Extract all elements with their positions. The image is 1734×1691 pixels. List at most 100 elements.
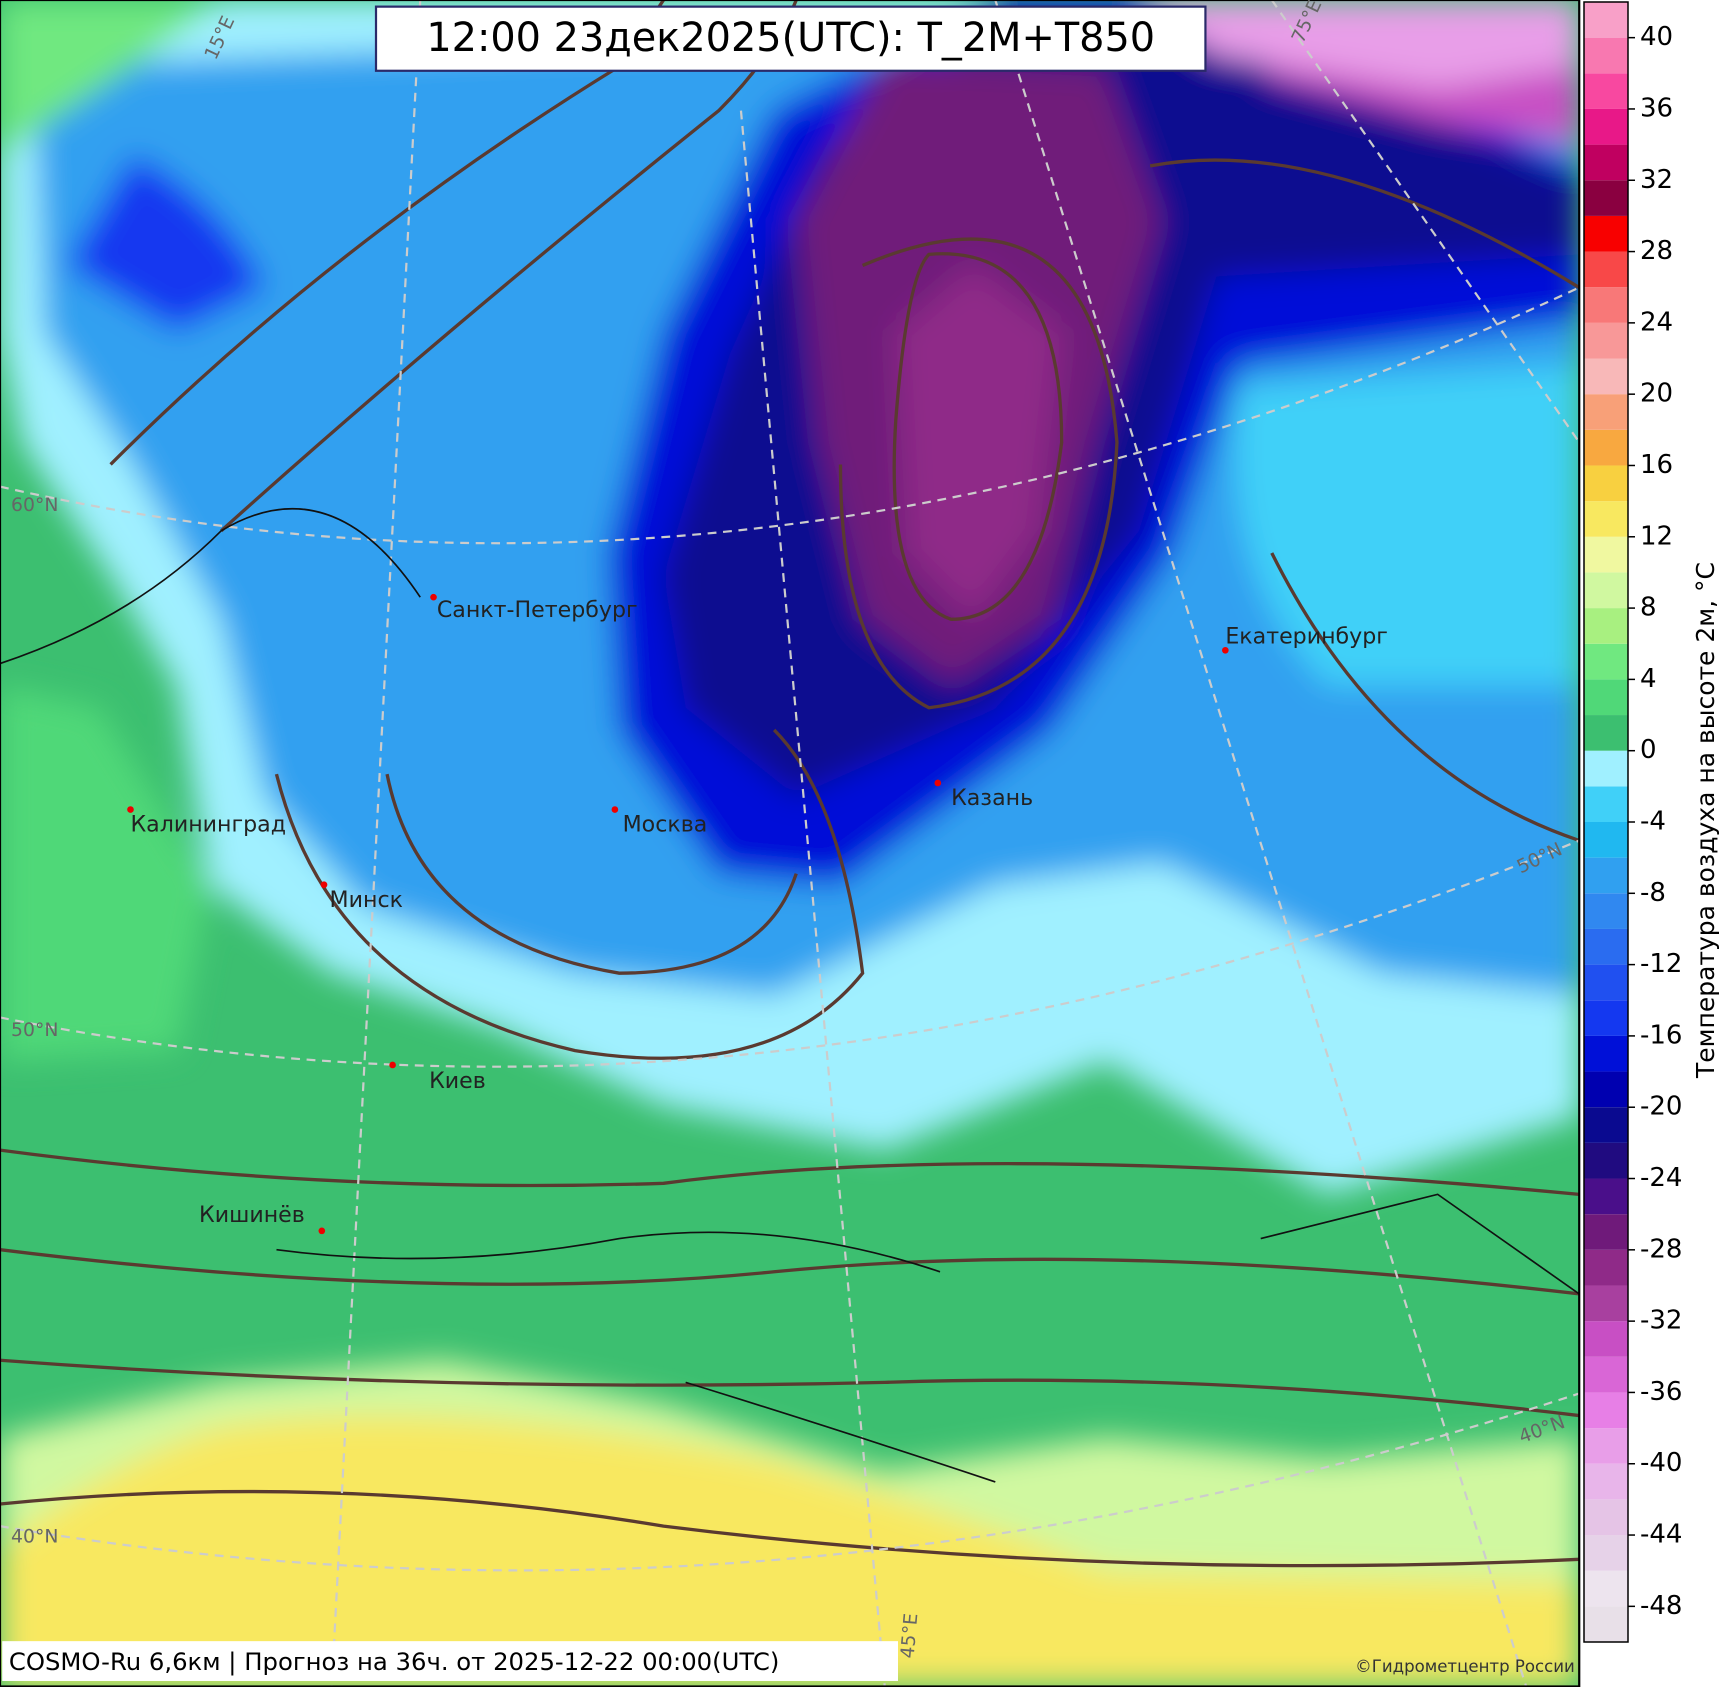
colorbar-bin: [1584, 108, 1628, 145]
colorbar-tick-label: -28: [1640, 1234, 1682, 1264]
colorbar-bin: [1584, 1321, 1628, 1357]
city-dot: [611, 806, 619, 813]
city-label: Калининград: [130, 812, 286, 838]
colorbar-bin: [1584, 1107, 1628, 1143]
colorbar-tick-label: 0: [1640, 735, 1657, 765]
colorbar-tick-label: 4: [1640, 664, 1657, 694]
graticule-label: 50°N: [11, 1020, 58, 1041]
colorbar-tick-label: -20: [1640, 1092, 1682, 1122]
colorbar-tick-label: -48: [1640, 1591, 1682, 1621]
colorbar-bin: [1584, 750, 1628, 787]
colorbar-bin: [1584, 1071, 1628, 1108]
colorbar-bin: [1584, 1249, 1628, 1286]
colorbar-bin: [1584, 964, 1628, 1001]
colorbar-bin: [1584, 1178, 1628, 1215]
colorbar-bin: [1584, 1499, 1628, 1536]
colorbar-bin: [1584, 1463, 1628, 1500]
city-label: Санкт-Петербург: [437, 597, 638, 623]
colorbar-bin: [1584, 322, 1628, 359]
colorbar-bin: [1584, 1356, 1628, 1393]
colorbar-bin: [1584, 501, 1628, 537]
colorbar-tick-label: -16: [1640, 1020, 1682, 1050]
city-label: Москва: [623, 812, 708, 838]
colorbar-bin: [1584, 928, 1628, 965]
map-frame: [0, 0, 1581, 1688]
city-layer: Санкт-Петербург Калининград Москва Минск Кие…: [127, 593, 1388, 1235]
colorbar-tick-label: 28: [1640, 236, 1673, 266]
city-dot: [1222, 646, 1229, 654]
footer: COSMO-Ru 6,6км | Прогноз на 36ч. от 2025…: [9, 1647, 779, 1676]
colorbar-bin: [1584, 1428, 1628, 1464]
colorbar-tick-label: 12: [1640, 521, 1673, 551]
colorbar-tick-label: -36: [1640, 1377, 1682, 1407]
colorbar-bin: [1584, 394, 1628, 430]
colorbar-tick-label: 32: [1640, 165, 1673, 195]
city-label: Киев: [429, 1068, 486, 1094]
colorbar-bin: [1584, 857, 1628, 894]
temperature-field: [0, 0, 1580, 1687]
colorbar-bin: [1584, 893, 1628, 929]
title: 12:00 23дек2025(UTC): T_2M+T850: [426, 15, 1155, 61]
colorbar-tick-label: -44: [1640, 1520, 1682, 1550]
colorbar-bin: [1584, 180, 1628, 216]
city-dot: [320, 881, 328, 889]
colorbar-bin: [1584, 429, 1628, 466]
colorbar-tick-label: -4: [1640, 807, 1666, 837]
footer-box: [2, 1641, 898, 1681]
colorbar-bin: [1584, 465, 1628, 502]
colorbar-bin: [1584, 1392, 1628, 1429]
colorbar-tick-label: 36: [1640, 93, 1673, 123]
city-dot: [389, 1061, 396, 1069]
colorbar-bin: [1584, 572, 1628, 609]
city-dot: [934, 779, 942, 787]
colorbar-bin: [1584, 358, 1628, 395]
colorbar-bin: [1584, 822, 1628, 858]
colorbar-bin: [1584, 37, 1628, 74]
city-label: Кишинёв: [199, 1202, 305, 1228]
colorbar-label: Температура воздуха на высоте 2м, °С: [1691, 562, 1720, 1079]
city-label: Минск: [330, 887, 403, 913]
colorbar-tick-label: -12: [1640, 949, 1682, 979]
colorbar-bin: [1584, 2, 1628, 38]
colorbar-tick-label: -8: [1640, 878, 1666, 908]
colorbar-bin: [1584, 215, 1628, 252]
colorbar-bin: [1584, 715, 1628, 751]
graticule-lines: [0, 0, 1580, 1687]
graticule-label: 40°N: [11, 1527, 58, 1548]
field-shading: [0, 0, 1580, 1687]
colorbar-bin: [1584, 1142, 1628, 1179]
title-box: [374, 5, 1207, 72]
colorbar-tick-label: -32: [1640, 1306, 1682, 1336]
colorbar-bin: [1584, 536, 1628, 573]
colorbar-tick-label: 24: [1640, 307, 1673, 337]
colorbar-tick-label: 20: [1640, 379, 1673, 409]
colorbar-tick-label: -24: [1640, 1163, 1682, 1193]
city-label: Казань: [951, 785, 1033, 811]
copyright: ©Гидрометцентр России: [1355, 1657, 1575, 1676]
graticule-label: 60°N: [11, 495, 58, 516]
colorbar-bin: [1584, 251, 1628, 288]
city-dot: [318, 1227, 326, 1235]
colorbar-tick-label: 40: [1640, 22, 1673, 52]
colorbar-tick-label: 8: [1640, 593, 1657, 623]
colorbar-bin: [1584, 73, 1628, 109]
contours: [0, 0, 1580, 1568]
colorbar-bin: [1584, 287, 1628, 323]
colorbar-bin: [1584, 1535, 1628, 1571]
colorbar-bin: [1584, 1606, 1628, 1642]
city-label: Екатеринбург: [1225, 624, 1388, 650]
city-dot: [430, 593, 437, 601]
colorbar-bin: [1584, 1035, 1628, 1072]
graticule-label: 45°E: [898, 1612, 923, 1659]
colorbar-tick-label: -40: [1640, 1448, 1682, 1478]
colorbar-bin: [1584, 1000, 1628, 1036]
colorbar-bin: [1584, 608, 1628, 644]
colorbar-bin: [1584, 786, 1628, 822]
colorbar-bin: [1584, 1214, 1628, 1250]
colorbar-bin: [1584, 1570, 1628, 1607]
colorbar-bin: [1584, 144, 1628, 181]
colorbar-tick-label: 16: [1640, 450, 1673, 480]
borders: [0, 507, 1580, 1483]
colorbar: 4036322824201612840-4-8-12-16-20-24-28-3…: [1583, 1, 1682, 1643]
